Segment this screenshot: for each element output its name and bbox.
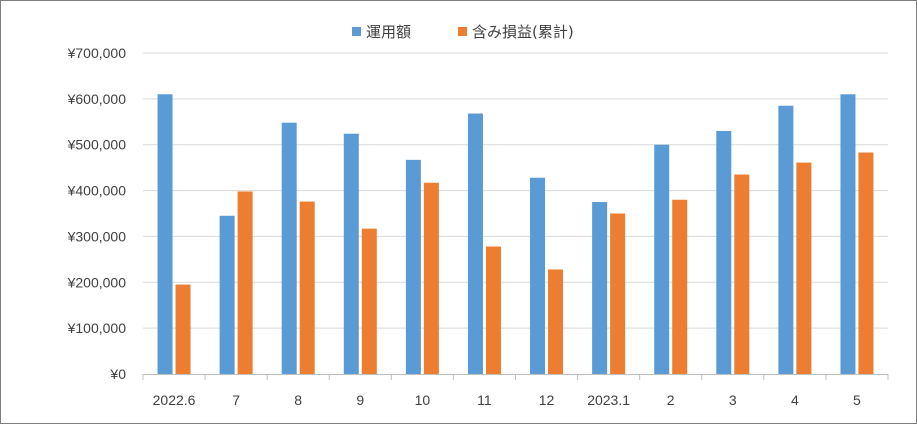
- x-tick-label: 12: [539, 392, 555, 408]
- y-tick-label: ¥400,000: [67, 183, 127, 199]
- y-tick-label: ¥700,000: [67, 45, 127, 61]
- x-tick-label: 9: [356, 392, 364, 408]
- y-tick-label: ¥600,000: [67, 91, 127, 107]
- bar-series-1: [840, 94, 856, 375]
- bar-series-2: [423, 182, 439, 374]
- bar-series-1: [654, 144, 670, 374]
- y-tick-label: ¥100,000: [67, 320, 127, 336]
- x-tick-label: 8: [294, 392, 302, 408]
- bar-series-2: [361, 228, 377, 374]
- x-tick-label: 2023.1: [587, 392, 630, 408]
- bar-series-2: [796, 162, 812, 374]
- x-tick-label: 7: [232, 392, 240, 408]
- bar-series-2: [734, 174, 750, 374]
- bar-series-1: [467, 113, 483, 374]
- bar-series-1: [219, 215, 235, 374]
- x-axis: [142, 374, 889, 380]
- bar-series-1: [343, 133, 359, 374]
- y-tick-label: ¥500,000: [67, 137, 127, 153]
- y-axis-tick-labels: ¥0 ¥100,000 ¥200,000 ¥300,000 ¥400,000 ¥500,0…: [67, 45, 127, 382]
- legend-swatch-series-2: [458, 27, 467, 36]
- bar-series-1: [716, 130, 732, 374]
- bars: [157, 94, 874, 375]
- legend-swatch-series-1: [352, 27, 361, 36]
- legend-label-series-1: 運用額: [366, 23, 411, 41]
- x-axis-tick-labels: 2022.6 7 8 9 10 11 12 2023.1 2 3 4 5: [153, 392, 861, 408]
- x-tick-label: 2: [667, 392, 675, 408]
- y-tick-label: ¥0: [109, 366, 126, 382]
- y-tick-label: ¥300,000: [67, 228, 127, 244]
- bar-series-1: [157, 94, 173, 375]
- bar-series-2: [175, 284, 191, 374]
- bar-series-1: [281, 122, 297, 375]
- x-tick-label: 4: [791, 392, 799, 408]
- x-tick-label: 5: [853, 392, 861, 408]
- bar-series-2: [485, 246, 501, 374]
- x-tick-label: 3: [729, 392, 737, 408]
- bar-series-1: [530, 177, 546, 374]
- x-tick-label: 2022.6: [153, 392, 196, 408]
- bar-series-1: [778, 105, 794, 374]
- bar-series-2: [299, 201, 315, 374]
- x-tick-label: 10: [415, 392, 431, 408]
- bar-series-2: [858, 152, 874, 374]
- bar-series-1: [592, 202, 608, 374]
- bar-series-2: [672, 199, 688, 374]
- gridlines: [143, 52, 888, 329]
- bar-series-2: [548, 269, 564, 374]
- bar-series-1: [405, 159, 421, 374]
- x-tick-label: 11: [477, 392, 492, 408]
- bar-series-2: [610, 213, 626, 374]
- legend: 運用額 含み損益(累計): [352, 23, 574, 41]
- y-tick-label: ¥200,000: [67, 274, 127, 290]
- legend-label-series-2: 含み損益(累計): [472, 23, 574, 41]
- bar-series-2: [237, 191, 253, 374]
